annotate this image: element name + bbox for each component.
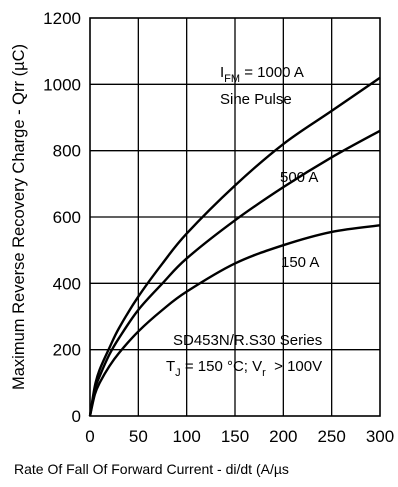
y-tick-label: 0: [72, 407, 81, 426]
series-line-500-a: [88, 129, 381, 417]
series-line-1000-a: [88, 76, 381, 417]
x-tick-label: 50: [129, 427, 148, 446]
y-tick-label: 600: [53, 208, 81, 227]
x-tick-label: 300: [366, 427, 394, 446]
plot-frame: [89, 17, 381, 417]
series-label-500: 500 A: [280, 169, 318, 186]
x-tick-label: 0: [85, 427, 94, 446]
series-line-150-a: [88, 224, 381, 417]
y-axis-title: Maximum Reverse Recovery Charge - Qrr (µ…: [10, 44, 28, 390]
y-tick-label: 400: [53, 274, 81, 293]
y-tick-label: 800: [53, 142, 81, 161]
x-axis-title: Rate Of Fall Of Forward Current - di/dt …: [14, 461, 289, 477]
x-tick-label: 100: [172, 427, 200, 446]
y-tick-label: 1200: [43, 9, 81, 28]
y-tick-label: 1000: [43, 75, 81, 94]
ifm-label: IFM = 1000 A: [220, 64, 304, 85]
x-tick-label: 250: [317, 427, 345, 446]
x-tick-label: 150: [221, 427, 249, 446]
grid: [90, 18, 380, 416]
y-tick-label: 200: [53, 341, 81, 360]
y-tick-labels: 0 200 400 600 800 1000 1200: [43, 9, 81, 426]
sine-pulse-label: Sine Pulse: [220, 91, 292, 108]
conditions-label: TJ = 150 °C; Vr > 100V: [166, 358, 322, 379]
curves: [88, 76, 381, 417]
device-series-label: SD453N/R.S30 Series: [173, 332, 322, 349]
x-tick-labels: 0 50 100 150 200 250 300: [85, 427, 394, 446]
series-label-150: 150 A: [281, 254, 319, 271]
x-tick-label: 200: [269, 427, 297, 446]
